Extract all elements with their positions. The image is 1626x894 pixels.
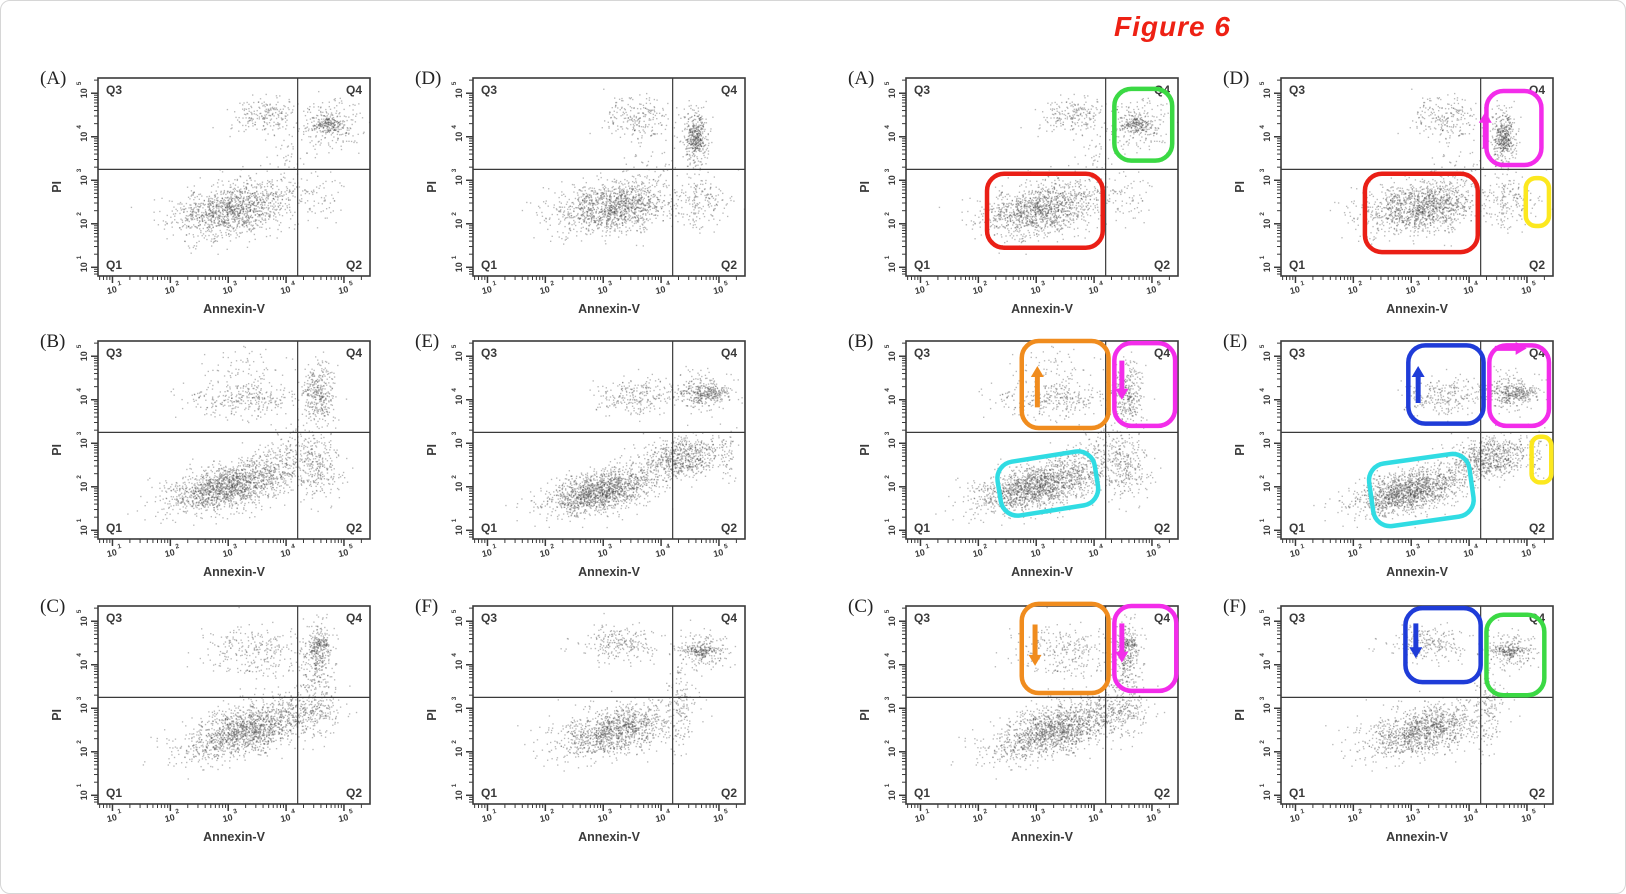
- flow-panel-A-annotated: (A): [848, 64, 1188, 326]
- scatter-plot-canvas-B-annotated: [848, 327, 1188, 589]
- flow-panel-C-annotated: (C): [848, 592, 1188, 854]
- flow-panel-F-annotated: (F): [1223, 592, 1563, 854]
- figure-title: Figure 6: [1114, 11, 1231, 42]
- scatter-plot-canvas-F-annotated: [1223, 592, 1563, 854]
- scatter-plot-canvas-C-annotated: [848, 592, 1188, 854]
- scatter-plot-canvas-F-raw: [415, 592, 755, 854]
- flow-panel-E-raw: (E): [415, 327, 755, 589]
- scatter-plot-canvas-E-raw: [415, 327, 755, 589]
- flow-panel-D-raw: (D): [415, 64, 755, 326]
- flow-panel-F-raw: (F): [415, 592, 755, 854]
- flow-panel-E-annotated: (E): [1223, 327, 1563, 589]
- scatter-plot-canvas-E-annotated: [1223, 327, 1563, 589]
- scatter-plot-canvas-A-annotated: [848, 64, 1188, 326]
- flow-panel-A-raw: (A): [40, 64, 380, 326]
- scatter-plot-canvas-C-raw: [40, 592, 380, 854]
- flow-panel-C-raw: (C): [40, 592, 380, 854]
- flow-panel-D-annotated: (D): [1223, 64, 1563, 326]
- scatter-plot-canvas-A-raw: [40, 64, 380, 326]
- scatter-plot-canvas-B-raw: [40, 327, 380, 589]
- flow-panel-B-raw: (B): [40, 327, 380, 589]
- flow-panel-B-annotated: (B): [848, 327, 1188, 589]
- scatter-plot-canvas-D-annotated: [1223, 64, 1563, 326]
- scatter-plot-canvas-D-raw: [415, 64, 755, 326]
